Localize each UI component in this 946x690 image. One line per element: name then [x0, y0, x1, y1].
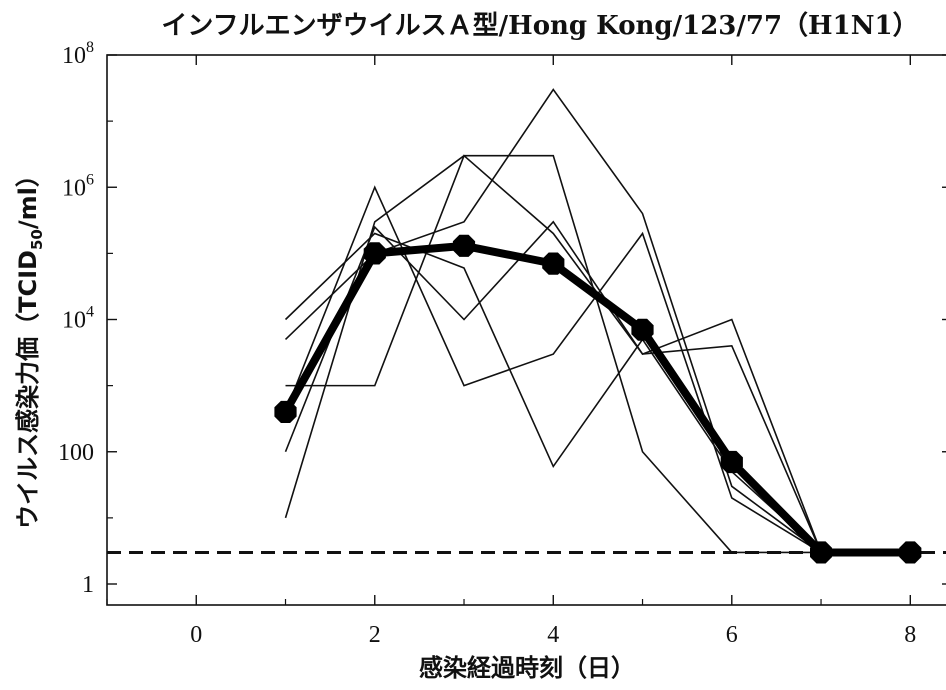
y-tick-label: 100	[58, 440, 94, 466]
mean-point	[810, 541, 833, 564]
x-tick-label: 2	[369, 622, 381, 648]
y-tick-labels: 1 100 104 106 108	[58, 39, 94, 598]
x-tick-label: 0	[190, 622, 202, 648]
x-tick-label: 6	[726, 622, 738, 648]
mean-series	[274, 234, 922, 564]
y-tick-label: 108	[62, 39, 94, 69]
x-axis-label: 感染経過時刻（日）	[419, 654, 635, 682]
mean-point	[720, 450, 743, 474]
series-line-4	[284, 88, 822, 554]
mean-point	[899, 541, 922, 564]
y-tick-label: 106	[62, 171, 94, 201]
mean-point	[452, 234, 476, 257]
chart-title: インフルエンザウイルスＡ型/Hong Kong/123/77（H1N1）	[161, 11, 918, 41]
series-line-1	[284, 185, 822, 554]
mean-point	[274, 400, 297, 423]
mean-line	[282, 241, 911, 557]
mean-point	[542, 252, 565, 275]
series-line-2	[284, 154, 822, 554]
y-axis-label: ウイルス感染力価（TCID50/ml）	[14, 163, 46, 529]
x-tick-labels: 0 2 4 6 8	[190, 622, 916, 648]
y-axis-label-main: ウイルス感染力価（TCID	[14, 250, 42, 529]
individual-series	[284, 88, 822, 554]
mean-point	[631, 318, 654, 341]
mean-point	[363, 242, 386, 265]
y-axis-label-tail: /ml）	[14, 163, 42, 229]
series-line-6	[284, 232, 822, 554]
y-tick-label: 104	[62, 304, 94, 334]
y-axis-label-subscript: 50	[28, 229, 46, 250]
x-tick-label: 4	[547, 622, 559, 648]
plot-frame	[106, 54, 946, 606]
series-line-3	[284, 220, 822, 553]
y-tick-label: 1	[82, 572, 94, 598]
x-tick-label: 8	[904, 622, 916, 648]
axis-ticks	[106, 54, 946, 605]
series-line-5	[285, 154, 822, 553]
